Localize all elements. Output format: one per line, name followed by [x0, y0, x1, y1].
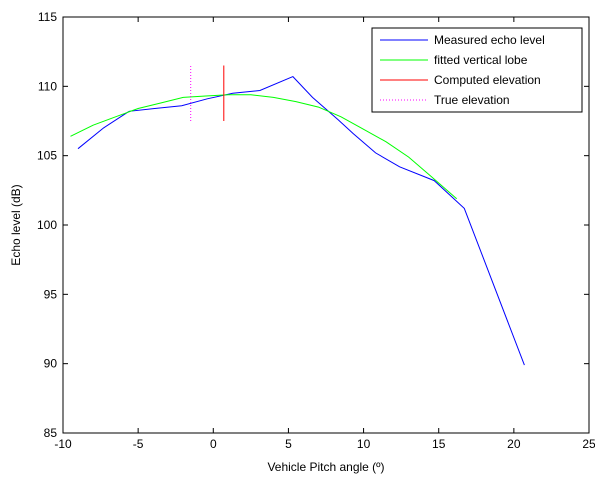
x-tick-label: 25 — [582, 437, 595, 451]
series-layer — [70, 65, 525, 366]
y-tick-label: 95 — [44, 287, 58, 301]
x-tick-label: 10 — [357, 437, 371, 451]
legend-box — [371, 27, 583, 113]
series-line-0 — [77, 76, 525, 366]
y-tick-label: 110 — [38, 79, 57, 93]
x-tick-label: 15 — [432, 437, 446, 451]
x-tick-label: 20 — [507, 437, 521, 451]
y-tick-label: 105 — [37, 149, 57, 163]
legend-label: Computed elevation — [434, 73, 541, 87]
series-line-1 — [70, 94, 458, 200]
legend: Measured echo level fitted vertical lobe C… — [371, 27, 583, 113]
y-axis-ticks: 85 90 95 100 105 110 115 — [37, 10, 589, 440]
x-axis-ticks: -10 -5 0 5 10 15 20 25 — [54, 17, 595, 451]
y-tick-label: 85 — [44, 426, 58, 440]
x-tick-label: 0 — [210, 437, 217, 451]
y-tick-label: 115 — [38, 10, 57, 24]
y-axis-label: Echo level (dB) — [9, 184, 23, 265]
x-axis-label: Vehicle Pitch angle (º) — [267, 460, 384, 474]
y-tick-label: 90 — [44, 357, 58, 371]
legend-label: Measured echo level — [434, 33, 545, 47]
x-tick-label: -5 — [133, 437, 144, 451]
legend-label: fitted vertical lobe — [434, 53, 528, 67]
legend-label: True elevation — [434, 93, 510, 107]
x-tick-label: -10 — [54, 437, 72, 451]
y-tick-label: 100 — [37, 218, 57, 232]
x-tick-label: 5 — [285, 437, 292, 451]
